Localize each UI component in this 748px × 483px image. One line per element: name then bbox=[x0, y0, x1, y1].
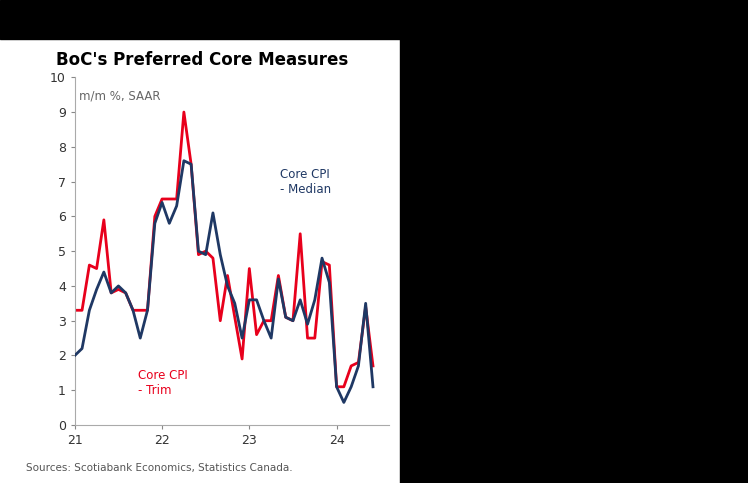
Text: Core CPI
- Trim: Core CPI - Trim bbox=[138, 369, 188, 398]
Text: Core CPI
- Median: Core CPI - Median bbox=[280, 168, 331, 196]
Text: m/m %, SAAR: m/m %, SAAR bbox=[79, 89, 161, 102]
Text: Sources: Scotiabank Economics, Statistics Canada.: Sources: Scotiabank Economics, Statistic… bbox=[26, 463, 292, 473]
Text: BoC's Preferred Core Measures: BoC's Preferred Core Measures bbox=[56, 51, 348, 69]
